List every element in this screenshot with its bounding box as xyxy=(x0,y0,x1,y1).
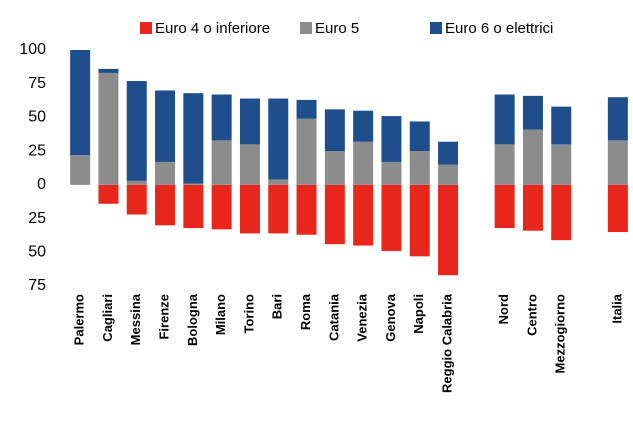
bar xyxy=(353,110,374,142)
x-tick-label: Cagliari xyxy=(100,294,115,342)
bar xyxy=(551,144,572,185)
bar xyxy=(438,164,459,185)
bar xyxy=(324,151,345,185)
bar xyxy=(438,141,459,165)
x-tick-label: Centro xyxy=(524,294,539,336)
bar xyxy=(211,184,232,230)
bar xyxy=(296,184,317,235)
legend-label: Euro 4 o inferiore xyxy=(155,20,270,37)
bar xyxy=(239,144,260,185)
x-tick-label: Torino xyxy=(241,294,256,334)
bar xyxy=(607,97,628,141)
bar xyxy=(126,180,147,185)
bar xyxy=(155,90,176,162)
bar xyxy=(409,121,430,152)
x-tick-label: Firenze xyxy=(156,294,171,340)
legend-swatch xyxy=(140,22,152,34)
bar xyxy=(70,50,91,156)
legend-swatch xyxy=(300,22,312,34)
y-tick-label: 75 xyxy=(28,277,46,294)
bar xyxy=(268,184,289,234)
bar xyxy=(239,184,260,234)
bar xyxy=(324,184,345,245)
y-tick-label: 100 xyxy=(19,41,46,58)
x-tick-label: Italia xyxy=(609,293,624,323)
y-tick-label: 75 xyxy=(28,75,46,92)
bar xyxy=(353,141,374,185)
bar xyxy=(438,184,459,276)
bar xyxy=(239,98,260,145)
x-tick-label: Bari xyxy=(270,294,285,319)
bar xyxy=(155,184,176,226)
y-tick-label: 25 xyxy=(28,142,46,159)
bar xyxy=(409,184,430,257)
bar xyxy=(324,109,345,152)
bar xyxy=(98,68,119,73)
bar xyxy=(211,140,232,185)
bar xyxy=(70,155,91,185)
bar xyxy=(494,184,515,229)
x-tick-label: Nord xyxy=(496,294,511,324)
y-tick-label: 50 xyxy=(28,109,46,126)
x-tick-label: Milano xyxy=(213,294,228,335)
bar xyxy=(183,184,204,229)
bar xyxy=(522,129,543,185)
x-tick-label: Genova xyxy=(383,293,398,341)
bar xyxy=(98,72,119,185)
bar xyxy=(296,99,317,119)
x-tick-label: Palermo xyxy=(72,294,87,345)
bar xyxy=(268,179,289,185)
bar xyxy=(494,144,515,185)
x-tick-label: Napoli xyxy=(411,294,426,334)
bar xyxy=(494,94,515,145)
bar xyxy=(126,81,147,181)
x-tick-label: Messina xyxy=(128,293,143,345)
bar xyxy=(551,106,572,145)
x-tick-label: Catania xyxy=(326,293,341,341)
bar xyxy=(522,95,543,130)
x-tick-label: Mezzogiorno xyxy=(553,294,568,373)
x-tick-label: Venezia xyxy=(355,293,370,341)
bar xyxy=(155,161,176,185)
y-tick-label: 0 xyxy=(37,176,46,193)
x-tick-label: Roma xyxy=(298,293,313,330)
legend-swatch xyxy=(430,22,442,34)
bar xyxy=(381,161,402,185)
bar xyxy=(551,184,572,241)
bar xyxy=(607,184,628,233)
bar xyxy=(381,184,402,251)
y-tick-label: 50 xyxy=(28,244,46,261)
bar xyxy=(211,94,232,141)
legend-label: Euro 5 xyxy=(315,20,359,37)
x-tick-label: Reggio Calabria xyxy=(439,293,454,393)
bar xyxy=(268,98,289,180)
y-tick-label: 25 xyxy=(28,210,46,227)
bar xyxy=(98,184,119,204)
legend-label: Euro 6 o elettrici xyxy=(445,20,553,37)
bar xyxy=(296,118,317,185)
bar xyxy=(381,116,402,162)
bar xyxy=(409,151,430,185)
bar xyxy=(522,184,543,231)
bar xyxy=(183,183,204,185)
bar xyxy=(353,184,374,246)
bar xyxy=(126,184,147,215)
x-tick-label: Bologna xyxy=(185,293,200,346)
bar xyxy=(607,140,628,185)
bar xyxy=(183,93,204,184)
